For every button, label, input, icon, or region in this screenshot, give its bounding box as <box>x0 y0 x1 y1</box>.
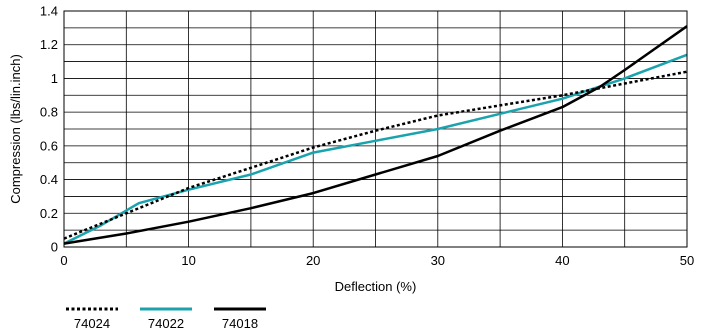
y-tick-label: 0.2 <box>40 206 58 221</box>
legend-label-74018: 74018 <box>222 316 258 331</box>
x-tick-label: 40 <box>555 253 569 268</box>
y-tick-label: 0.4 <box>40 172 58 187</box>
y-axis-label: Compression (lbs/lin.inch) <box>8 54 23 204</box>
grid <box>64 11 687 247</box>
y-tick-label: 0.8 <box>40 105 58 120</box>
series-lines <box>63 25 688 245</box>
y-tick-label: 1.4 <box>40 4 58 19</box>
x-tick-label: 50 <box>680 253 694 268</box>
y-tick-label: 1.2 <box>40 37 58 52</box>
legend-label-74024: 74024 <box>74 316 110 331</box>
x-axis-label: Deflection (%) <box>335 279 417 294</box>
x-tick-label: 30 <box>431 253 445 268</box>
series-line-74018 <box>63 25 688 245</box>
y-tick-label: 0.6 <box>40 138 58 153</box>
series-line-74022 <box>63 53 688 245</box>
tick-labels: 0 10 20 30 40 50 0 0.2 0.4 0.6 0.8 1 1.2 1.4 <box>40 4 694 269</box>
plot-frame <box>63 10 688 248</box>
series-line-74024 <box>63 70 688 240</box>
x-tick-label: 20 <box>306 253 320 268</box>
x-tick-label: 10 <box>181 253 195 268</box>
y-tick-label: 1 <box>51 71 58 86</box>
legend: 74024 74022 74018 <box>66 307 266 331</box>
legend-label-74022: 74022 <box>148 316 184 331</box>
y-tick-label: 0 <box>51 240 58 255</box>
x-tick-label: 0 <box>60 253 67 268</box>
